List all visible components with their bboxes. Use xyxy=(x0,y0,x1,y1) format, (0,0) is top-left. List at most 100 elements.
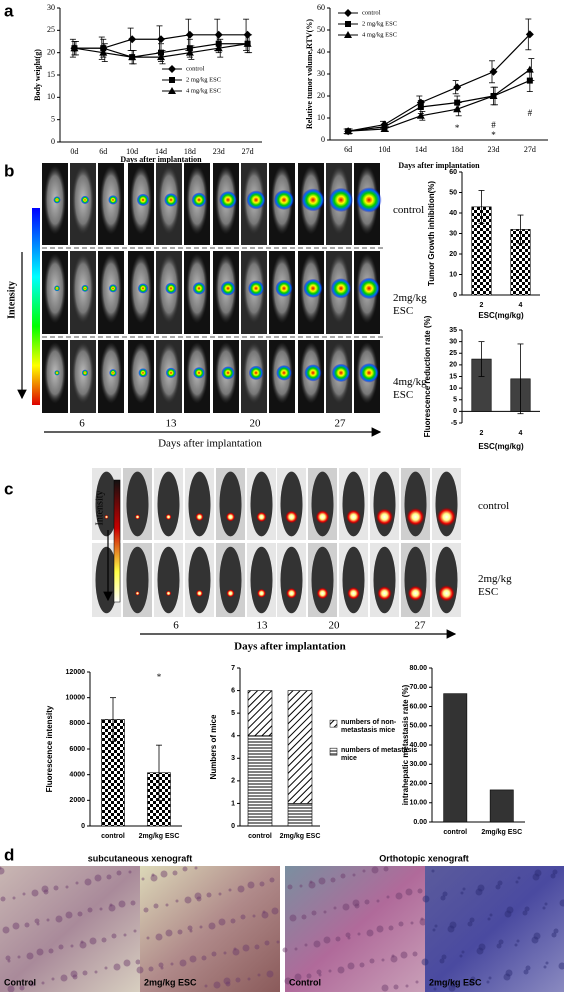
legend-label: 4 mg/kg ESC xyxy=(186,87,221,94)
fluorescence-signal xyxy=(406,507,425,527)
y-tick-label: 50 xyxy=(317,25,325,34)
cell-nucleus xyxy=(48,948,54,954)
y-axis-title: Fluorescence reduction rate (%) xyxy=(423,315,432,437)
cell-nucleus xyxy=(213,981,221,989)
cell-nucleus xyxy=(333,906,337,910)
cell-nucleus xyxy=(299,884,303,888)
cell-nucleus xyxy=(259,881,265,887)
x-axis-title: ESC(mg/kg) xyxy=(478,442,524,451)
colorbar xyxy=(32,208,40,405)
mouse-body xyxy=(373,546,396,614)
x-tick-label: control xyxy=(101,833,125,840)
cell-nucleus xyxy=(405,888,413,896)
cell-nucleus xyxy=(357,932,361,936)
marker xyxy=(128,53,137,61)
bioluminescence-signal xyxy=(248,365,264,381)
cell-nucleus xyxy=(155,933,163,941)
cell-nucleus xyxy=(0,866,2,870)
cell-nucleus xyxy=(441,954,447,960)
cell-nucleus xyxy=(345,932,351,938)
fluorescence-signal xyxy=(195,512,204,522)
cell-nucleus xyxy=(276,940,280,944)
y-tick-label: 8000 xyxy=(69,720,85,727)
cell-nucleus xyxy=(313,940,321,948)
cell-nucleus xyxy=(252,914,256,918)
y-tick-label: 3 xyxy=(231,755,235,762)
marker xyxy=(525,30,534,39)
cell-nucleus xyxy=(7,959,11,963)
x-tick-label: 4 xyxy=(519,430,523,437)
x-tick-label: 6d xyxy=(344,145,352,154)
cell-nucleus xyxy=(391,954,395,958)
cell-nucleus xyxy=(247,977,251,981)
x-tick-label: control xyxy=(443,829,467,836)
line xyxy=(348,80,531,132)
cell-nucleus xyxy=(524,906,530,912)
cell-nucleus xyxy=(287,884,293,890)
cell-nucleus xyxy=(522,910,528,916)
legend-label: control xyxy=(186,65,205,72)
fluorescence-signal xyxy=(346,509,361,525)
cell-nucleus xyxy=(461,950,465,954)
bioluminescence-signal xyxy=(192,281,206,295)
cell-nucleus xyxy=(311,910,317,916)
cell-nucleus xyxy=(352,899,360,907)
mouse-body xyxy=(280,471,303,537)
mouse-body xyxy=(250,471,273,537)
cell-nucleus xyxy=(87,907,93,913)
x-tick-label: 27d xyxy=(524,145,536,154)
y-tick-label: 15 xyxy=(449,373,457,380)
y-tick-label: 5 xyxy=(51,114,55,123)
cell-nucleus xyxy=(544,902,548,906)
cell-nucleus xyxy=(433,987,437,991)
cell-nucleus xyxy=(467,921,473,927)
y-tick-label: 10000 xyxy=(66,695,86,702)
cell-nucleus xyxy=(532,873,540,881)
cell-nucleus xyxy=(237,885,245,893)
cell-nucleus xyxy=(440,895,446,901)
panel-label: b xyxy=(4,161,14,180)
cell-nucleus xyxy=(390,955,398,963)
x-tick-label: 27d xyxy=(242,147,254,156)
cell-nucleus xyxy=(468,980,474,986)
mouse-body xyxy=(280,546,303,614)
cell-nucleus xyxy=(165,929,173,937)
y-axis-title: Relative tumor volume,RTV(%) xyxy=(305,19,314,129)
cell-nucleus xyxy=(254,944,260,950)
bioluminescence-signal xyxy=(138,368,148,378)
cell-nucleus xyxy=(189,955,197,963)
cell-nucleus xyxy=(371,866,379,874)
bar xyxy=(489,789,514,823)
cell-nucleus xyxy=(177,929,183,935)
cell-nucleus xyxy=(108,904,116,912)
cell-nucleus xyxy=(475,888,483,896)
y-tick-label: -5 xyxy=(451,420,457,427)
line xyxy=(348,33,531,132)
cell-nucleus xyxy=(376,899,380,903)
cell-nucleus xyxy=(269,877,275,883)
y-tick-label: 30.00 xyxy=(409,761,427,768)
x-tick-label: 6d xyxy=(99,147,107,156)
marker xyxy=(185,48,194,56)
day-label: 13 xyxy=(166,418,178,430)
bioluminescence-signal xyxy=(359,363,379,383)
cell-nucleus xyxy=(84,878,92,886)
y-tick-label: 15 xyxy=(47,70,55,79)
cell-nucleus xyxy=(459,954,463,958)
cell-nucleus xyxy=(284,977,292,985)
cell-nucleus xyxy=(218,892,222,896)
cell-nucleus xyxy=(34,918,40,924)
legend-marker xyxy=(345,21,351,27)
bioluminescence-signal xyxy=(164,193,178,207)
colorbar-label: Intensity xyxy=(6,281,17,319)
x-tick-label: 10d xyxy=(126,147,138,156)
cell-nucleus xyxy=(412,951,418,957)
cell-nucleus xyxy=(228,888,232,892)
cell-nucleus xyxy=(398,921,404,927)
cell-nucleus xyxy=(515,880,519,884)
mouse-body xyxy=(311,546,334,614)
cell-nucleus xyxy=(330,877,336,883)
fluorescence-signal xyxy=(226,589,235,598)
cell-nucleus xyxy=(89,937,97,945)
bioluminescence-signal xyxy=(191,192,207,208)
